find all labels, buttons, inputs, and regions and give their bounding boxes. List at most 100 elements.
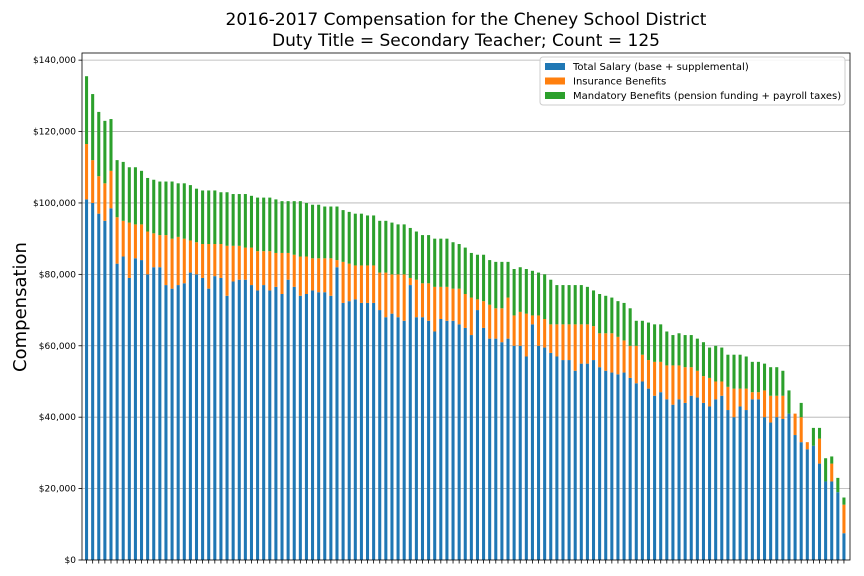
salary-bar	[799, 442, 803, 560]
legend-entry: Mandatory Benefits (pension funding + pa…	[573, 91, 841, 102]
insurance-bar	[201, 244, 205, 278]
mandatory-bar	[640, 320, 644, 355]
mandatory-bar	[182, 183, 186, 239]
mandatory-bar	[543, 274, 547, 319]
insurance-bar	[799, 417, 803, 443]
salary-bar	[726, 410, 730, 560]
salary-bar	[671, 404, 675, 560]
mandatory-bar	[158, 181, 162, 236]
salary-bar	[396, 317, 400, 560]
insurance-bar	[304, 256, 308, 295]
salary-bar	[372, 302, 376, 560]
insurance-bar	[329, 258, 333, 296]
chart-title-line-1: 2016-2017 Compensation for the Cheney Sc…	[226, 10, 707, 30]
mandatory-bar	[665, 331, 669, 366]
mandatory-bar	[97, 111, 101, 177]
insurance-bar	[133, 224, 137, 259]
salary-bar	[274, 286, 278, 560]
legend: Total Salary (base + supplemental) Insura…	[539, 56, 846, 106]
mandatory-bar	[549, 279, 553, 325]
mandatory-bar	[219, 192, 223, 245]
salary-bar	[824, 481, 828, 560]
insurance-bar	[567, 324, 571, 361]
mandatory-bar	[347, 211, 351, 264]
salary-bar	[530, 324, 534, 560]
mandatory-bar	[262, 197, 266, 252]
salary-bar	[555, 356, 559, 560]
salary-bar	[482, 327, 486, 560]
salary-bar	[103, 220, 107, 560]
insurance-bar	[378, 272, 382, 311]
insurance-bar	[616, 336, 620, 375]
mandatory-bar	[384, 220, 388, 273]
salary-bar	[805, 449, 809, 560]
mandatory-bar	[414, 231, 418, 280]
salary-bar	[194, 274, 199, 560]
insurance-bar	[97, 176, 101, 214]
salary-bar	[769, 422, 773, 560]
insurance-bar	[622, 340, 626, 373]
mandatory-bar	[139, 170, 144, 225]
insurance-bar	[842, 504, 846, 534]
mandatory-bar	[732, 354, 736, 389]
salary-bar	[188, 272, 192, 560]
salary-bar	[537, 345, 541, 560]
plot-frame	[81, 52, 851, 561]
y-tick-label: $0	[65, 556, 77, 566]
insurance-bar	[219, 244, 223, 278]
salary-bar	[738, 406, 742, 560]
mandatory-bar	[830, 456, 834, 464]
mandatory-bar	[585, 286, 589, 325]
mandatory-bar	[604, 295, 608, 334]
mandatory-bar	[176, 183, 180, 237]
mandatory-bar	[573, 285, 577, 325]
mandatory-bar	[243, 194, 247, 248]
salary-bar	[286, 279, 290, 560]
mandatory-bar	[750, 361, 754, 393]
salary-bar	[414, 317, 418, 560]
mandatory-bar	[121, 161, 125, 221]
mandatory-bar	[323, 206, 327, 259]
legend-swatch	[545, 92, 565, 99]
insurance-bar	[781, 395, 785, 419]
insurance-bar	[537, 315, 541, 346]
mandatory-bar	[152, 179, 156, 234]
mandatory-bar	[781, 370, 785, 396]
insurance-bar	[139, 224, 144, 261]
salary-bar	[567, 360, 571, 560]
mandatory-bar	[695, 338, 699, 371]
insurance-bar	[292, 254, 296, 287]
salary-bar	[268, 290, 272, 560]
mandatory-bar	[488, 260, 492, 305]
insurance-bar	[445, 286, 449, 321]
insurance-bar	[298, 256, 302, 296]
mandatory-bar	[280, 201, 284, 253]
insurance-bar	[518, 311, 522, 346]
salary-bar	[469, 335, 473, 560]
salary-bar	[701, 402, 705, 560]
mandatory-bar	[720, 347, 724, 382]
salary-bar	[311, 290, 315, 560]
mandatory-bar	[500, 261, 504, 309]
salary-bar	[616, 374, 620, 560]
insurance-bar	[91, 160, 95, 203]
insurance-bar	[451, 288, 455, 321]
salary-bar	[775, 417, 779, 560]
salary-bar	[176, 285, 180, 560]
insurance-bar	[659, 361, 663, 393]
salary-bar	[341, 302, 345, 560]
mandatory-bar	[799, 402, 803, 418]
insurance-bar	[591, 326, 596, 361]
insurance-bar	[512, 315, 516, 346]
mandatory-bar	[482, 254, 486, 302]
salary-bar	[524, 356, 528, 560]
salary-bar	[219, 277, 223, 560]
insurance-bar	[756, 392, 760, 400]
insurance-bar	[268, 251, 272, 291]
insurance-bar	[237, 245, 241, 280]
insurance-bar	[176, 236, 180, 286]
salary-bar	[231, 281, 235, 560]
insurance-bar	[714, 381, 718, 400]
salary-bar	[158, 267, 162, 560]
insurance-bar	[482, 301, 486, 328]
